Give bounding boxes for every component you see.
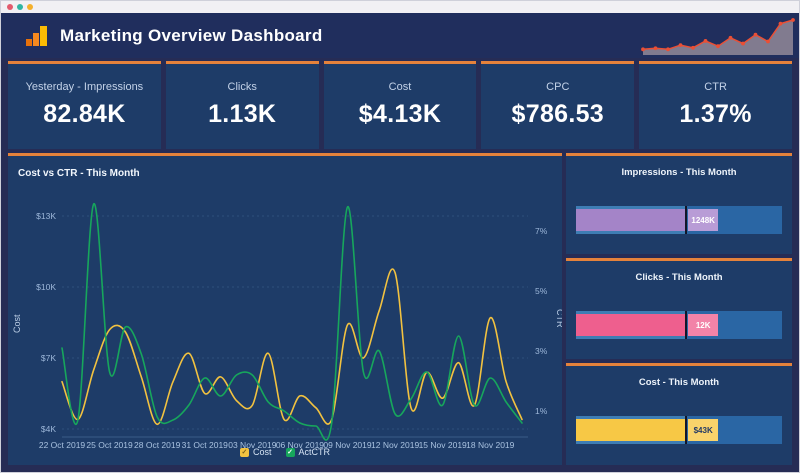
bullet-title: Impressions - This Month	[621, 167, 737, 178]
kpi-label: Cost	[388, 81, 412, 93]
window-titlebar	[1, 1, 799, 13]
kpi-value: 82.84K	[43, 100, 126, 128]
page-title: Marketing Overview Dashboard	[60, 25, 323, 45]
svg-text:$4K: $4K	[41, 424, 56, 434]
impressions-bullet-widget[interactable]: Impressions - This Month 1248K	[566, 153, 792, 254]
kpi-label: Clicks	[227, 81, 257, 93]
cost-bullet-widget[interactable]: Cost - This Month $43K	[566, 363, 792, 465]
svg-text:03 Nov 2019: 03 Nov 2019	[228, 440, 276, 450]
kpi-card-cost[interactable]: Cost $4.13K	[323, 61, 477, 149]
bullet-band: 12K	[576, 311, 782, 339]
cost-ctr-line-chart[interactable]: $4K $7K $10K $13K 1% 3% 5% 7% Cost CTR 22 Oct 2019…	[8, 156, 562, 465]
bullet-title: Clicks - This Month	[635, 272, 723, 283]
bullet-column: Impressions - This Month 1248K Clicks - …	[566, 153, 792, 465]
svg-text:12 Nov 2019: 12 Nov 2019	[371, 440, 419, 450]
svg-text:$7K: $7K	[41, 353, 56, 363]
analytics-bar-chart-icon	[26, 25, 48, 46]
svg-text:18 Nov 2019: 18 Nov 2019	[466, 440, 514, 450]
kpi-card-ctr[interactable]: CTR 1.37%	[639, 61, 792, 149]
kpi-value: $4.13K	[358, 100, 442, 128]
legend-item-actctr[interactable]: ✓ ActCTR	[285, 447, 330, 457]
bullet-value-bar	[576, 314, 686, 336]
kpi-label: CPC	[546, 81, 570, 93]
svg-text:22 Oct 2019: 22 Oct 2019	[39, 440, 86, 450]
svg-text:15 Nov 2019: 15 Nov 2019	[419, 440, 467, 450]
kpi-value: 1.13K	[208, 100, 277, 128]
svg-text:$13K: $13K	[36, 211, 56, 221]
kpi-row: Yesterday - Impressions 82.84K Clicks 1.…	[1, 58, 799, 149]
svg-text:3%: 3%	[535, 346, 548, 356]
bullet-band: 1248K	[576, 206, 782, 234]
header-sparkline-chart[interactable]	[639, 15, 797, 57]
bullet-value-chip: $43K	[688, 419, 719, 441]
chart-legend: ✓ Cost ✓ ActCTR	[8, 447, 562, 457]
bullet-value-chip: 1248K	[688, 209, 719, 231]
legend-item-cost[interactable]: ✓ Cost	[239, 447, 272, 457]
kpi-value: $786.53	[511, 100, 605, 128]
kpi-card-clicks[interactable]: Clicks 1.13K	[165, 61, 319, 149]
svg-text:31 Oct 2019: 31 Oct 2019	[182, 440, 229, 450]
bullet-title: Cost - This Month	[638, 377, 720, 388]
bullet-target-marker	[685, 311, 688, 339]
clicks-bullet-widget[interactable]: Clicks - This Month 12K	[566, 258, 792, 359]
kpi-label: CTR	[704, 81, 727, 93]
bullet-value-chip: 12K	[688, 314, 719, 336]
window-close-button[interactable]	[7, 4, 13, 10]
svg-text:Cost: Cost	[12, 314, 22, 333]
window-zoom-button[interactable]	[27, 4, 33, 10]
bullet-value-bar	[576, 419, 686, 441]
svg-text:09 Nov 2019: 09 Nov 2019	[323, 440, 371, 450]
kpi-card-impressions[interactable]: Yesterday - Impressions 82.84K	[8, 61, 161, 149]
svg-text:06 Nov 2019: 06 Nov 2019	[276, 440, 324, 450]
kpi-value: 1.37%	[679, 100, 752, 128]
svg-text:7%: 7%	[535, 226, 548, 236]
window-minimize-button[interactable]	[17, 4, 23, 10]
svg-text:1%: 1%	[535, 406, 548, 416]
chart-title: Cost vs CTR - This Month	[18, 168, 140, 179]
svg-text:25 Oct 2019: 25 Oct 2019	[86, 440, 133, 450]
cost-vs-ctr-widget[interactable]: $4K $7K $10K $13K 1% 3% 5% 7% Cost CTR 22 Oct 2019…	[8, 153, 562, 465]
cost-legend-swatch-checkbox[interactable]: ✓	[239, 447, 249, 457]
bullet-target-marker	[685, 206, 688, 234]
svg-text:$10K: $10K	[36, 282, 56, 292]
kpi-label: Yesterday - Impressions	[25, 81, 144, 93]
svg-text:5%: 5%	[535, 286, 548, 296]
svg-text:28 Oct 2019: 28 Oct 2019	[134, 440, 181, 450]
svg-text:CTR: CTR	[555, 309, 562, 328]
bullet-band: $43K	[576, 416, 782, 444]
kpi-card-cpc[interactable]: CPC $786.53	[481, 61, 635, 149]
dashboard-header: Marketing Overview Dashboard	[1, 13, 799, 58]
main-content: $4K $7K $10K $13K 1% 3% 5% 7% Cost CTR 22 Oct 2019…	[1, 149, 799, 465]
bullet-value-bar	[576, 209, 686, 231]
bullet-target-marker	[685, 416, 688, 444]
actctr-legend-swatch-checkbox[interactable]: ✓	[285, 447, 295, 457]
